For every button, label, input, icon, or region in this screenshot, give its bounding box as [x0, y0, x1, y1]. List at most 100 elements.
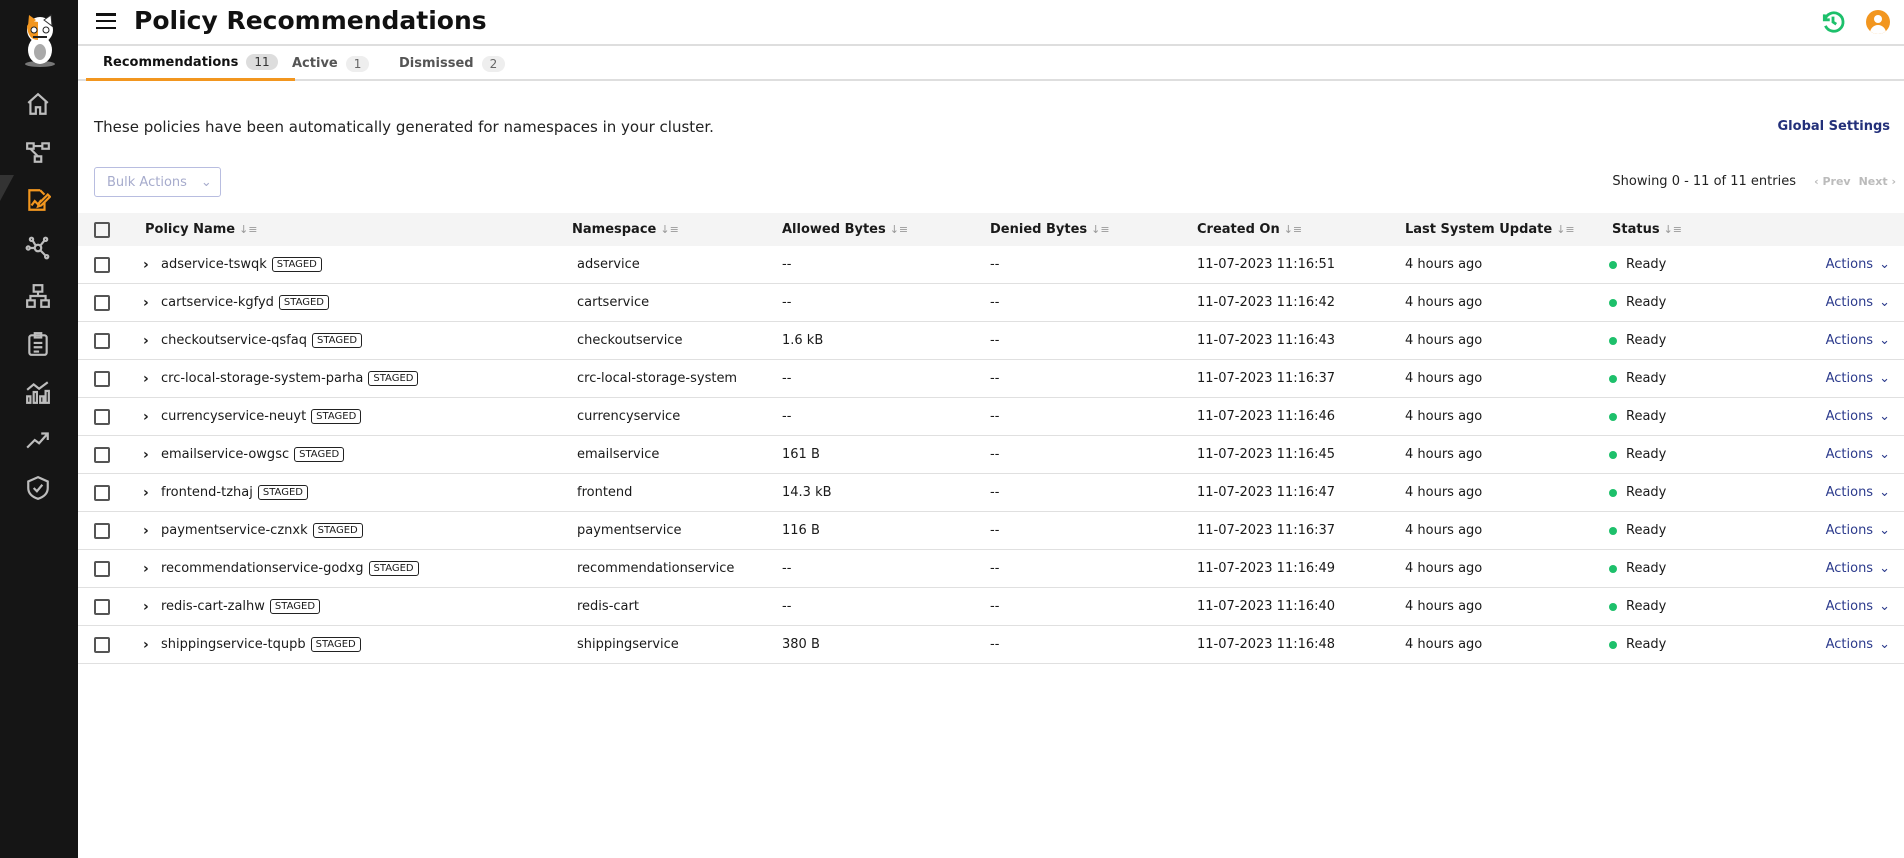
expand-chevron-icon[interactable]: ›: [143, 484, 149, 501]
expand-chevron-icon[interactable]: ›: [143, 332, 149, 349]
row-checkbox[interactable]: [94, 446, 110, 463]
next-button[interactable]: Next ›: [1858, 175, 1896, 188]
row-checkbox[interactable]: [94, 332, 110, 349]
column-namespace[interactable]: Namespace ↓≡: [572, 213, 679, 246]
user-avatar-icon[interactable]: [1866, 10, 1890, 34]
row-checkbox[interactable]: [94, 522, 110, 539]
row-checkbox[interactable]: [94, 636, 110, 653]
actions-dropdown[interactable]: Actions ⌄: [1826, 246, 1890, 283]
actions-dropdown[interactable]: Actions ⌄: [1826, 626, 1890, 663]
status-dot-icon: [1609, 336, 1617, 345]
column-status[interactable]: Status ↓≡: [1612, 213, 1682, 246]
home-icon[interactable]: [24, 90, 52, 118]
actions-dropdown[interactable]: Actions ⌄: [1826, 322, 1890, 359]
tab-recommendations[interactable]: Recommendations 11: [86, 46, 295, 81]
allowed-bytes: --: [782, 257, 792, 272]
bulk-actions-dropdown[interactable]: Bulk Actions ⌄: [94, 167, 221, 197]
policy-name-cell: emailservice-owgsc STAGED: [161, 436, 345, 473]
status-label: Ready: [1626, 523, 1667, 538]
created-on: 11-07-2023 11:16:40: [1197, 599, 1336, 614]
expand-chevron-icon[interactable]: ›: [143, 256, 149, 273]
flow-graph-icon[interactable]: [24, 138, 52, 166]
global-settings-link[interactable]: Global Settings: [1777, 119, 1890, 134]
row-checkbox[interactable]: [94, 484, 110, 501]
status: Ready: [1609, 512, 1666, 549]
policy-name[interactable]: checkoutservice-qsfaq: [161, 333, 307, 348]
analytics-icon[interactable]: [24, 378, 52, 406]
column-policy-name[interactable]: Policy Name ↓≡: [145, 213, 258, 246]
tab-count: 1: [345, 55, 370, 72]
actions-dropdown[interactable]: Actions ⌄: [1826, 512, 1890, 549]
tab-active[interactable]: Active 1: [292, 46, 370, 81]
actions-dropdown[interactable]: Actions ⌄: [1826, 398, 1890, 435]
allowed-bytes: --: [782, 295, 792, 310]
actions-dropdown[interactable]: Actions ⌄: [1826, 550, 1890, 587]
tab-bar: Recommendations 11 Active 1 Dismissed 2: [78, 46, 1904, 81]
chevron-down-icon: ⌄: [1879, 599, 1890, 614]
status-label: Ready: [1626, 371, 1667, 386]
column-allowed-bytes[interactable]: Allowed Bytes ↓≡: [782, 213, 908, 246]
table-row: › cartservice-kgfyd STAGED cartservice -- -- 1…: [78, 284, 1904, 322]
column-last-system-update[interactable]: Last System Update ↓≡: [1405, 213, 1575, 246]
policy-name[interactable]: crc-local-storage-system-parha: [161, 371, 364, 386]
policy-name[interactable]: recommendationservice-godxg: [161, 561, 364, 576]
policy-name[interactable]: shippingservice-tqupb: [161, 637, 306, 652]
expand-chevron-icon[interactable]: ›: [143, 560, 149, 577]
actions-dropdown[interactable]: Actions ⌄: [1826, 436, 1890, 473]
expand-chevron-icon[interactable]: ›: [143, 636, 149, 653]
expand-chevron-icon[interactable]: ›: [143, 446, 149, 463]
status-dot-icon: [1609, 602, 1617, 611]
expand-chevron-icon[interactable]: ›: [143, 294, 149, 311]
row-checkbox[interactable]: [94, 560, 110, 577]
actions-dropdown[interactable]: Actions ⌄: [1826, 474, 1890, 511]
row-checkbox[interactable]: [94, 598, 110, 615]
prev-button[interactable]: ‹ Prev: [1814, 175, 1851, 188]
actions-label: Actions: [1825, 485, 1874, 500]
entries-count: Showing 0 - 11 of 11 entries: [1612, 174, 1796, 189]
status: Ready: [1609, 626, 1666, 663]
shield-check-icon[interactable]: [24, 474, 52, 502]
policy-name[interactable]: paymentservice-cznxk: [161, 523, 308, 538]
expand-chevron-icon[interactable]: ›: [143, 370, 149, 387]
created-on: 11-07-2023 11:16:46: [1197, 409, 1336, 424]
last-update: 4 hours ago: [1405, 409, 1483, 424]
created-on: 11-07-2023 11:16:49: [1197, 561, 1336, 576]
actions-dropdown[interactable]: Actions ⌄: [1826, 284, 1890, 321]
menu-icon[interactable]: [96, 13, 116, 29]
policy-name[interactable]: adservice-tswqk: [161, 257, 267, 272]
policy-name-cell: frontend-tzhaj STAGED: [161, 474, 308, 511]
policy-edit-icon[interactable]: [24, 186, 52, 214]
actions-dropdown[interactable]: Actions ⌄: [1826, 360, 1890, 397]
history-icon[interactable]: [1820, 9, 1846, 35]
row-checkbox[interactable]: [94, 256, 110, 273]
expand-chevron-icon[interactable]: ›: [143, 408, 149, 425]
policy-name[interactable]: redis-cart-zalhw: [161, 599, 265, 614]
actions-dropdown[interactable]: Actions ⌄: [1826, 588, 1890, 625]
status-dot-icon: [1609, 526, 1617, 535]
policy-name[interactable]: currencyservice-neuyt: [161, 409, 307, 424]
sort-icon: ↓≡: [1556, 223, 1575, 236]
column-created-on[interactable]: Created On ↓≡: [1197, 213, 1302, 246]
trend-icon[interactable]: [24, 426, 52, 454]
tab-dismissed[interactable]: Dismissed 2: [399, 46, 506, 81]
expand-chevron-icon[interactable]: ›: [143, 598, 149, 615]
network-icon[interactable]: [24, 234, 52, 262]
actions-label: Actions: [1825, 561, 1874, 576]
cat-logo[interactable]: [20, 12, 60, 68]
policy-name[interactable]: emailservice-owgsc: [161, 447, 290, 462]
policy-name[interactable]: cartservice-kgfyd: [161, 295, 274, 310]
row-checkbox[interactable]: [94, 294, 110, 311]
status-dot-icon: [1609, 412, 1617, 421]
column-denied-bytes[interactable]: Denied Bytes ↓≡: [990, 213, 1110, 246]
expand-chevron-icon[interactable]: ›: [143, 522, 149, 539]
created-on: 11-07-2023 11:16:48: [1197, 637, 1336, 652]
clipboard-icon[interactable]: [24, 330, 52, 358]
last-update: 4 hours ago: [1405, 485, 1483, 500]
last-update: 4 hours ago: [1405, 447, 1483, 462]
row-checkbox[interactable]: [94, 370, 110, 387]
hierarchy-icon[interactable]: [24, 282, 52, 310]
select-all-checkbox[interactable]: [94, 221, 110, 238]
policy-name[interactable]: frontend-tzhaj: [161, 485, 253, 500]
pagination: ‹ Prev Next ›: [1814, 175, 1896, 188]
row-checkbox[interactable]: [94, 408, 110, 425]
